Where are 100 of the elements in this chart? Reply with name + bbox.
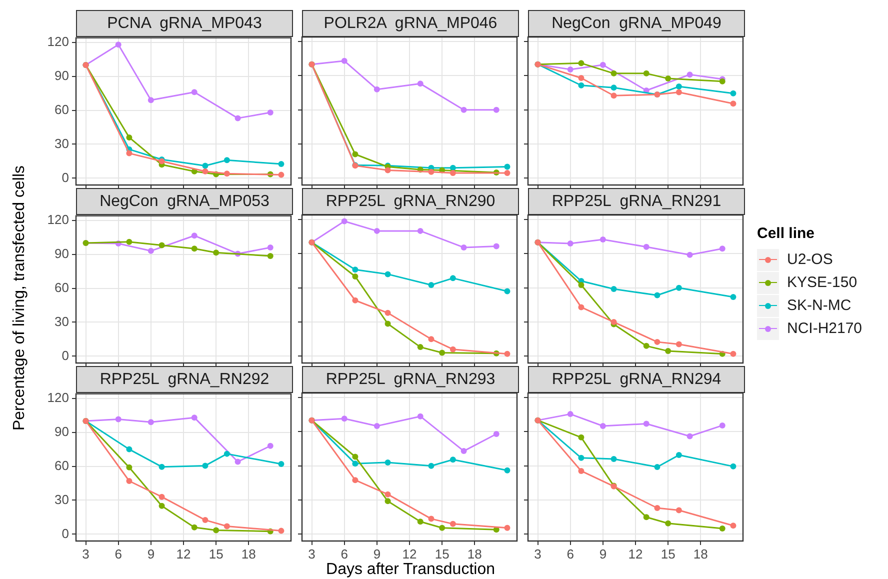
- point: [428, 336, 434, 342]
- point: [719, 422, 726, 428]
- point: [460, 448, 467, 454]
- point: [224, 450, 230, 457]
- point: [341, 58, 348, 64]
- point: [686, 433, 693, 440]
- point: [428, 516, 434, 522]
- point: [158, 464, 165, 470]
- point: [730, 100, 736, 107]
- point: [428, 462, 434, 469]
- point: [730, 463, 736, 470]
- point: [428, 168, 434, 175]
- point: [278, 161, 284, 168]
- y-tick-label: 90: [54, 424, 69, 439]
- point: [450, 170, 456, 176]
- x-tick-label: 3: [534, 546, 542, 562]
- point: [610, 456, 617, 462]
- y-axis-title: Percentage of living, transfected cells: [11, 165, 29, 431]
- point: [352, 477, 358, 484]
- point: [676, 89, 682, 96]
- point: [578, 282, 584, 288]
- point: [428, 282, 434, 288]
- x-tick-label: 9: [599, 546, 607, 562]
- point: [439, 524, 446, 531]
- chart-title: POLR2A gRNA_MP046: [302, 10, 519, 37]
- point: [676, 84, 682, 90]
- legend-label: SK-N-MC: [787, 297, 852, 314]
- point: [600, 236, 606, 242]
- point: [234, 115, 241, 122]
- point: [417, 80, 424, 87]
- point: [686, 252, 693, 258]
- point: [352, 454, 358, 460]
- point: [158, 242, 165, 248]
- point: [643, 420, 650, 427]
- point: [374, 86, 380, 92]
- x-axis-title: Days after Transduction: [325, 561, 496, 579]
- point: [719, 246, 726, 252]
- x-tick-label: 15: [660, 546, 676, 562]
- point: [578, 468, 584, 474]
- point: [278, 461, 284, 468]
- point: [374, 423, 380, 430]
- x-tick-label: 12: [628, 546, 643, 562]
- point: [267, 442, 274, 449]
- point: [643, 244, 650, 250]
- point: [439, 350, 446, 356]
- y-tick-label: 90: [54, 68, 69, 83]
- point: [115, 42, 122, 48]
- point: [202, 517, 208, 524]
- y-tick-label: 120: [47, 212, 69, 227]
- point: [730, 90, 736, 96]
- point: [115, 416, 122, 422]
- point: [191, 246, 198, 252]
- point: [504, 288, 510, 294]
- point: [384, 491, 391, 498]
- point: [676, 452, 682, 458]
- y-tick-label: 120: [47, 34, 69, 49]
- point: [384, 271, 391, 278]
- point: [126, 150, 132, 156]
- point: [202, 168, 208, 174]
- point: [417, 413, 424, 420]
- chart-title: RPP25L gRNA_RN293: [302, 366, 519, 393]
- point: [610, 70, 617, 76]
- x-tick-label: 6: [340, 546, 348, 562]
- point: [126, 464, 132, 470]
- point: [578, 74, 584, 81]
- point: [126, 478, 132, 484]
- point: [126, 446, 132, 452]
- point: [567, 411, 574, 418]
- y-tick-label: 60: [54, 280, 69, 295]
- point: [493, 106, 500, 113]
- y-tick-label: 60: [54, 102, 69, 117]
- point: [567, 66, 574, 72]
- legend-label: KYSE-150: [787, 274, 858, 291]
- point: [234, 458, 241, 465]
- point: [504, 467, 510, 474]
- point: [384, 459, 391, 466]
- chart-title: NegCon gRNA_MP049: [528, 10, 745, 37]
- point: [450, 275, 456, 282]
- point: [224, 170, 230, 177]
- point: [460, 244, 467, 250]
- point: [417, 518, 424, 525]
- chart-title: RPP25L gRNA_RN291: [528, 188, 745, 215]
- chart-title: RPP25L gRNA_RN294: [528, 366, 745, 393]
- point: [450, 346, 456, 352]
- point: [148, 97, 154, 104]
- point: [352, 266, 358, 273]
- point: [148, 248, 154, 254]
- point: [417, 228, 424, 234]
- x-tick-label: 15: [434, 546, 450, 562]
- point: [267, 252, 274, 259]
- point: [148, 419, 154, 426]
- legend-label: U2-OS: [787, 251, 833, 268]
- chart-title: RPP25L gRNA_RN290: [302, 188, 519, 215]
- point: [384, 498, 391, 504]
- point: [600, 423, 606, 430]
- point: [352, 460, 358, 467]
- point: [384, 320, 391, 327]
- point: [504, 170, 510, 176]
- point: [504, 524, 510, 531]
- point: [202, 462, 208, 469]
